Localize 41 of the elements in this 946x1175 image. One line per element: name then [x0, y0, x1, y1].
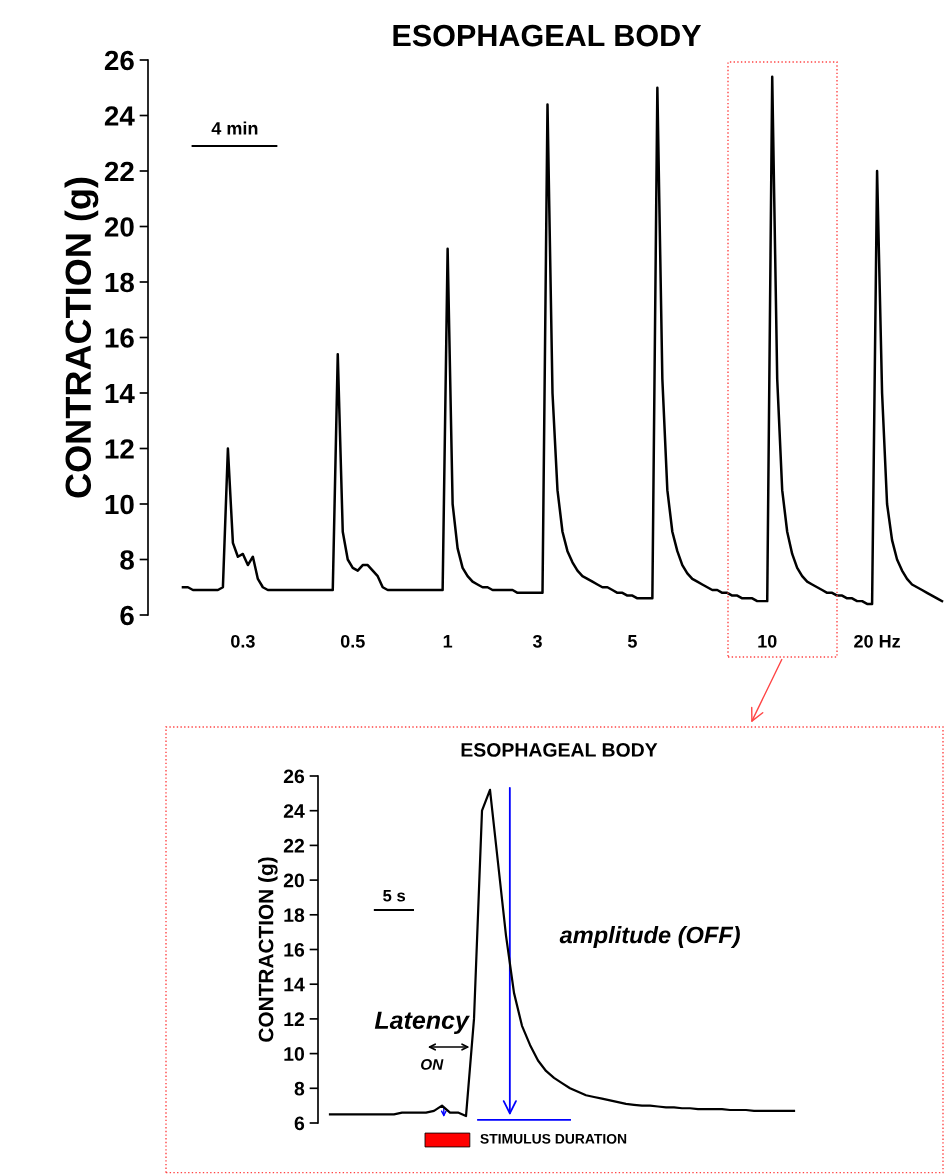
text: STIMULUS DURATION: [480, 1133, 627, 1144]
y-tick-label: 8: [294, 1081, 305, 1096]
x-tick-label: 10: [758, 634, 777, 648]
y-tick-label: 6: [294, 1116, 305, 1131]
y-tick-label: 20: [283, 873, 305, 888]
x-tick-label: 0.5: [340, 634, 365, 648]
y-tick-label: 14: [105, 383, 135, 404]
annotation: amplitude (OFF): [559, 926, 740, 949]
y-tick-label: 18: [105, 272, 134, 293]
y-tick-label: 12: [284, 1012, 305, 1026]
y-tick-label: 24: [283, 804, 305, 818]
y-tick-label: 10: [105, 494, 134, 515]
y-tick-label: 22: [104, 161, 134, 182]
x-tick-label: 20 Hz: [854, 634, 901, 648]
line-series: [328, 788, 796, 1118]
y-axis-title: CONTRACTION (g): [258, 857, 278, 1042]
y-tick-label: 24: [104, 106, 135, 126]
y-tick-label: 18: [284, 908, 305, 923]
annotation: 4 min: [211, 121, 258, 135]
y-tick-label: 6: [120, 605, 134, 626]
y-tick-label: 20: [104, 217, 134, 237]
y-tick-label: 26: [283, 769, 305, 784]
y-tick-label: 16: [105, 328, 134, 348]
x-tick-label: 5: [627, 635, 637, 648]
y-tick-label: 12: [105, 439, 134, 459]
x-tick-label: 3: [532, 634, 542, 648]
annotation: Latency: [374, 1011, 470, 1035]
x-tick-label: 0.3: [231, 634, 255, 648]
y-tick-label: 8: [120, 550, 134, 570]
chart-title: ESOPHAGEAL BODY: [461, 742, 658, 757]
y-tick-label: 26: [104, 50, 134, 71]
annotation: 5 s: [383, 889, 406, 902]
line-series: [181, 75, 944, 606]
y-tick-label: 14: [284, 977, 305, 992]
y-axis-title: CONTRACTION (g): [64, 177, 99, 498]
annotation: ON: [421, 1059, 444, 1070]
y-tick-label: 16: [284, 942, 305, 957]
x-tick-label: 1: [443, 635, 453, 648]
y-tick-label: 22: [283, 838, 305, 853]
chart-title: ESOPHAGEAL BODY: [393, 24, 702, 47]
y-tick-label: 10: [284, 1047, 305, 1061]
